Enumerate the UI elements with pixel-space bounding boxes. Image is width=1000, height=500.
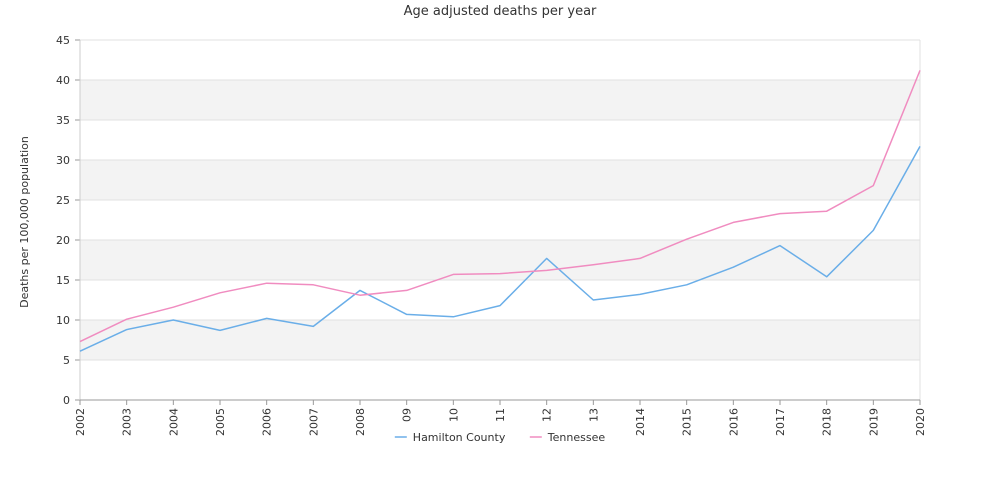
legend: Hamilton County Tennessee <box>394 431 606 444</box>
x-tick-label: 2006 <box>261 408 274 436</box>
gridlines <box>80 39 920 401</box>
grid-band <box>80 320 920 360</box>
x-tick-label: 11 <box>494 408 507 422</box>
y-tick-label: 20 <box>56 234 70 247</box>
y-tick-label: 25 <box>56 194 70 207</box>
y-tick-label: 10 <box>56 314 70 327</box>
y-tick-label: 15 <box>56 274 70 287</box>
x-tick-label: 2005 <box>214 408 227 436</box>
x-tick-label: 12 <box>541 408 554 422</box>
x-tick-label: 2003 <box>121 408 134 436</box>
x-tick-label: 13 <box>587 408 600 422</box>
x-tick-labels: 2002 2003 2004 2005 2006 2007 2008 09 10 11 12 13 20… <box>74 408 927 436</box>
legend-label-hamilton-county: Hamilton County <box>413 431 506 444</box>
x-tick-label: 10 <box>447 408 460 422</box>
grid-band <box>80 160 920 200</box>
axes <box>75 39 921 405</box>
series-line-hamilton-county <box>79 146 921 352</box>
x-tick-label: 2007 <box>307 408 320 436</box>
chart-title: Age adjusted deaths per year <box>404 4 597 19</box>
y-axis-label: Deaths per 100,000 population <box>18 136 31 308</box>
grid-bands <box>80 80 920 360</box>
x-tick-label: 2017 <box>774 408 787 436</box>
legend-label-tennessee: Tennessee <box>547 431 606 444</box>
x-tick-label: 2014 <box>634 408 647 436</box>
x-tick-label: 2015 <box>681 408 694 436</box>
grid-band <box>80 80 920 120</box>
y-tick-label: 40 <box>56 74 70 87</box>
y-tick-label: 5 <box>63 354 70 367</box>
x-tick-label: 2016 <box>727 408 740 436</box>
x-tick-label: 09 <box>401 408 414 422</box>
series-lines <box>79 70 921 352</box>
x-tick-label: 2002 <box>74 408 87 436</box>
x-tick-label: 2019 <box>867 408 880 436</box>
y-tick-labels: 0 5 10 15 20 25 30 35 40 45 <box>56 34 70 407</box>
x-tick-label: 2018 <box>821 408 834 436</box>
y-tick-label: 0 <box>63 394 70 407</box>
y-tick-label: 45 <box>56 34 70 47</box>
y-tick-label: 35 <box>56 114 70 127</box>
x-tick-label: 2008 <box>354 408 367 436</box>
x-tick-label: 2004 <box>167 408 180 436</box>
y-tick-label: 30 <box>56 154 70 167</box>
series-line-tennessee <box>79 70 921 343</box>
x-tick-label: 2020 <box>914 408 927 436</box>
